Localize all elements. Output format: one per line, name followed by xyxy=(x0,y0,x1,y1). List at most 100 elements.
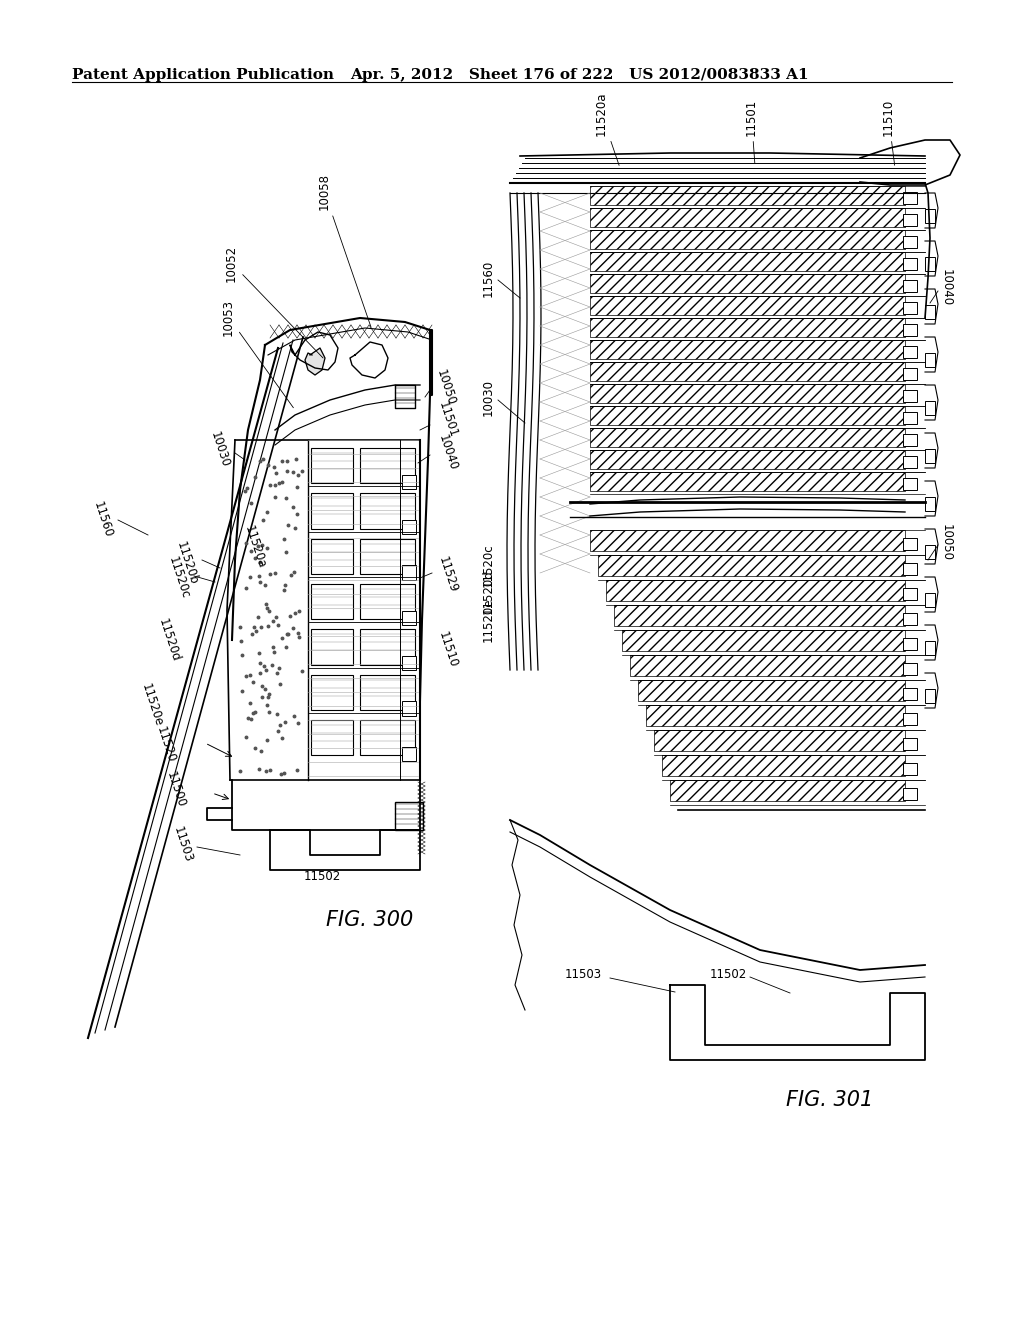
Bar xyxy=(590,341,905,359)
Bar xyxy=(654,730,905,751)
Text: 11510: 11510 xyxy=(882,99,895,165)
Bar xyxy=(360,447,415,483)
Bar xyxy=(925,401,935,414)
Text: 11503: 11503 xyxy=(171,825,195,865)
Bar xyxy=(311,583,353,619)
Bar xyxy=(402,475,416,488)
Bar xyxy=(590,407,905,425)
Bar xyxy=(903,612,918,626)
Bar xyxy=(402,611,416,624)
Bar xyxy=(311,719,353,755)
Bar xyxy=(903,562,918,576)
Bar xyxy=(925,352,935,367)
Text: 11529: 11529 xyxy=(436,556,460,595)
Bar xyxy=(903,346,918,358)
Bar xyxy=(903,638,918,651)
Text: 11520a: 11520a xyxy=(595,91,620,165)
Bar xyxy=(402,701,416,715)
Polygon shape xyxy=(305,348,325,375)
Text: 10050: 10050 xyxy=(940,524,953,561)
Bar xyxy=(590,531,905,550)
Bar xyxy=(925,593,935,607)
Text: FIG. 301: FIG. 301 xyxy=(786,1090,873,1110)
Text: 11520d: 11520d xyxy=(482,570,495,614)
Text: 11503: 11503 xyxy=(565,969,602,982)
Bar xyxy=(360,719,415,755)
Bar xyxy=(903,193,918,203)
Text: 11502: 11502 xyxy=(303,870,341,883)
Bar xyxy=(590,473,905,491)
Bar xyxy=(670,780,905,801)
Bar xyxy=(925,257,935,271)
Bar xyxy=(638,680,905,701)
Text: 11500: 11500 xyxy=(164,771,188,809)
Bar xyxy=(903,280,918,292)
Bar xyxy=(590,428,905,447)
Text: 11520: 11520 xyxy=(155,725,178,764)
Bar xyxy=(630,655,905,676)
Text: 10053: 10053 xyxy=(222,298,294,408)
Bar xyxy=(590,450,905,469)
Bar xyxy=(925,689,935,704)
Bar xyxy=(903,368,918,380)
Bar xyxy=(360,675,415,710)
Bar xyxy=(903,214,918,226)
Bar xyxy=(402,520,416,535)
Bar xyxy=(402,747,416,760)
Bar xyxy=(903,236,918,248)
Bar xyxy=(311,675,353,710)
Text: FIG. 300: FIG. 300 xyxy=(327,909,414,931)
Bar xyxy=(402,656,416,671)
Bar xyxy=(606,579,905,601)
Bar xyxy=(360,494,415,529)
Bar xyxy=(590,275,905,293)
Text: 10030: 10030 xyxy=(208,430,232,470)
Text: 11520d: 11520d xyxy=(156,616,182,663)
Bar xyxy=(903,391,918,401)
Bar xyxy=(903,478,918,490)
Bar xyxy=(903,738,918,750)
Bar xyxy=(903,457,918,467)
Text: 11520e: 11520e xyxy=(139,682,165,729)
Bar xyxy=(925,545,935,558)
Bar xyxy=(590,384,905,403)
Bar xyxy=(360,583,415,619)
Bar xyxy=(614,605,905,626)
Bar xyxy=(903,663,918,675)
Bar xyxy=(903,788,918,800)
Bar xyxy=(590,209,905,227)
Text: 11560: 11560 xyxy=(482,259,495,297)
Bar xyxy=(903,434,918,446)
Text: 11501: 11501 xyxy=(745,99,758,164)
Bar xyxy=(311,539,353,574)
Bar xyxy=(903,302,918,314)
Text: 10030: 10030 xyxy=(482,380,495,417)
Bar xyxy=(360,630,415,665)
Text: 11520c: 11520c xyxy=(166,556,193,601)
Text: 10040: 10040 xyxy=(940,269,953,306)
Text: Apr. 5, 2012   Sheet 176 of 222   US 2012/0083833 A1: Apr. 5, 2012 Sheet 176 of 222 US 2012/00… xyxy=(350,69,809,82)
Bar xyxy=(903,713,918,725)
Bar xyxy=(590,230,905,249)
Bar xyxy=(646,705,905,726)
Text: 10058: 10058 xyxy=(318,173,371,327)
Text: 10052: 10052 xyxy=(225,244,324,358)
Bar xyxy=(395,803,423,830)
Bar xyxy=(925,449,935,463)
Bar xyxy=(590,296,905,315)
Bar xyxy=(925,498,935,511)
Bar xyxy=(925,642,935,655)
Text: 11560: 11560 xyxy=(91,500,115,540)
Text: 11510: 11510 xyxy=(436,630,460,669)
Text: 11502: 11502 xyxy=(710,969,748,982)
Bar xyxy=(590,252,905,271)
Text: 11501: 11501 xyxy=(436,400,460,440)
Bar xyxy=(662,755,905,776)
Text: 11520b: 11520b xyxy=(174,540,200,586)
Text: 10040: 10040 xyxy=(436,433,460,473)
Bar xyxy=(311,630,353,665)
Bar xyxy=(590,186,905,205)
Bar xyxy=(598,554,905,576)
Bar xyxy=(925,305,935,319)
Bar xyxy=(903,259,918,269)
